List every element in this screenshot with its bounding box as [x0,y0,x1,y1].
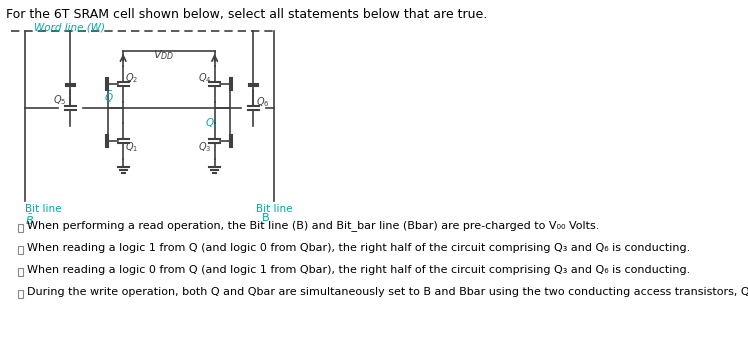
Text: $Q_6$: $Q_6$ [256,95,270,109]
Text: B: B [262,213,269,223]
Text: When reading a logic 1 from Q (and logic 0 from Qbar), the right half of the cir: When reading a logic 1 from Q (and logic… [27,243,690,253]
Text: $Q_4$: $Q_4$ [197,71,212,85]
Text: $\bar{Q}$: $\bar{Q}$ [103,90,113,105]
Text: $Q_1$: $Q_1$ [125,140,138,154]
Text: $V_{DD}$: $V_{DD}$ [153,48,174,62]
FancyBboxPatch shape [18,268,23,276]
Text: $Q_5$: $Q_5$ [53,93,67,107]
Text: Bit line: Bit line [25,204,61,214]
Text: When performing a read operation, the Bit line (B) and Bit_bar line (Bbar) are p: When performing a read operation, the Bi… [27,221,599,231]
FancyBboxPatch shape [18,290,23,298]
Text: During the write operation, both Q and Qbar are simultaneously set to B and Bbar: During the write operation, both Q and Q… [27,287,748,297]
Text: Word line (W): Word line (W) [34,23,105,33]
Text: $\bar{B}$: $\bar{B}$ [25,213,34,227]
Text: $Q_2$: $Q_2$ [125,71,138,85]
Text: When reading a logic 0 from Q (and logic 1 from Qbar), the right half of the cir: When reading a logic 0 from Q (and logic… [27,265,690,275]
FancyBboxPatch shape [18,224,23,232]
Text: Bit line: Bit line [256,204,292,214]
Text: For the 6T SRAM cell shown below, select all statements below that are true.: For the 6T SRAM cell shown below, select… [6,8,487,21]
Text: $Q_3$: $Q_3$ [197,140,211,154]
Text: $Q$: $Q$ [205,116,215,129]
FancyBboxPatch shape [18,246,23,254]
